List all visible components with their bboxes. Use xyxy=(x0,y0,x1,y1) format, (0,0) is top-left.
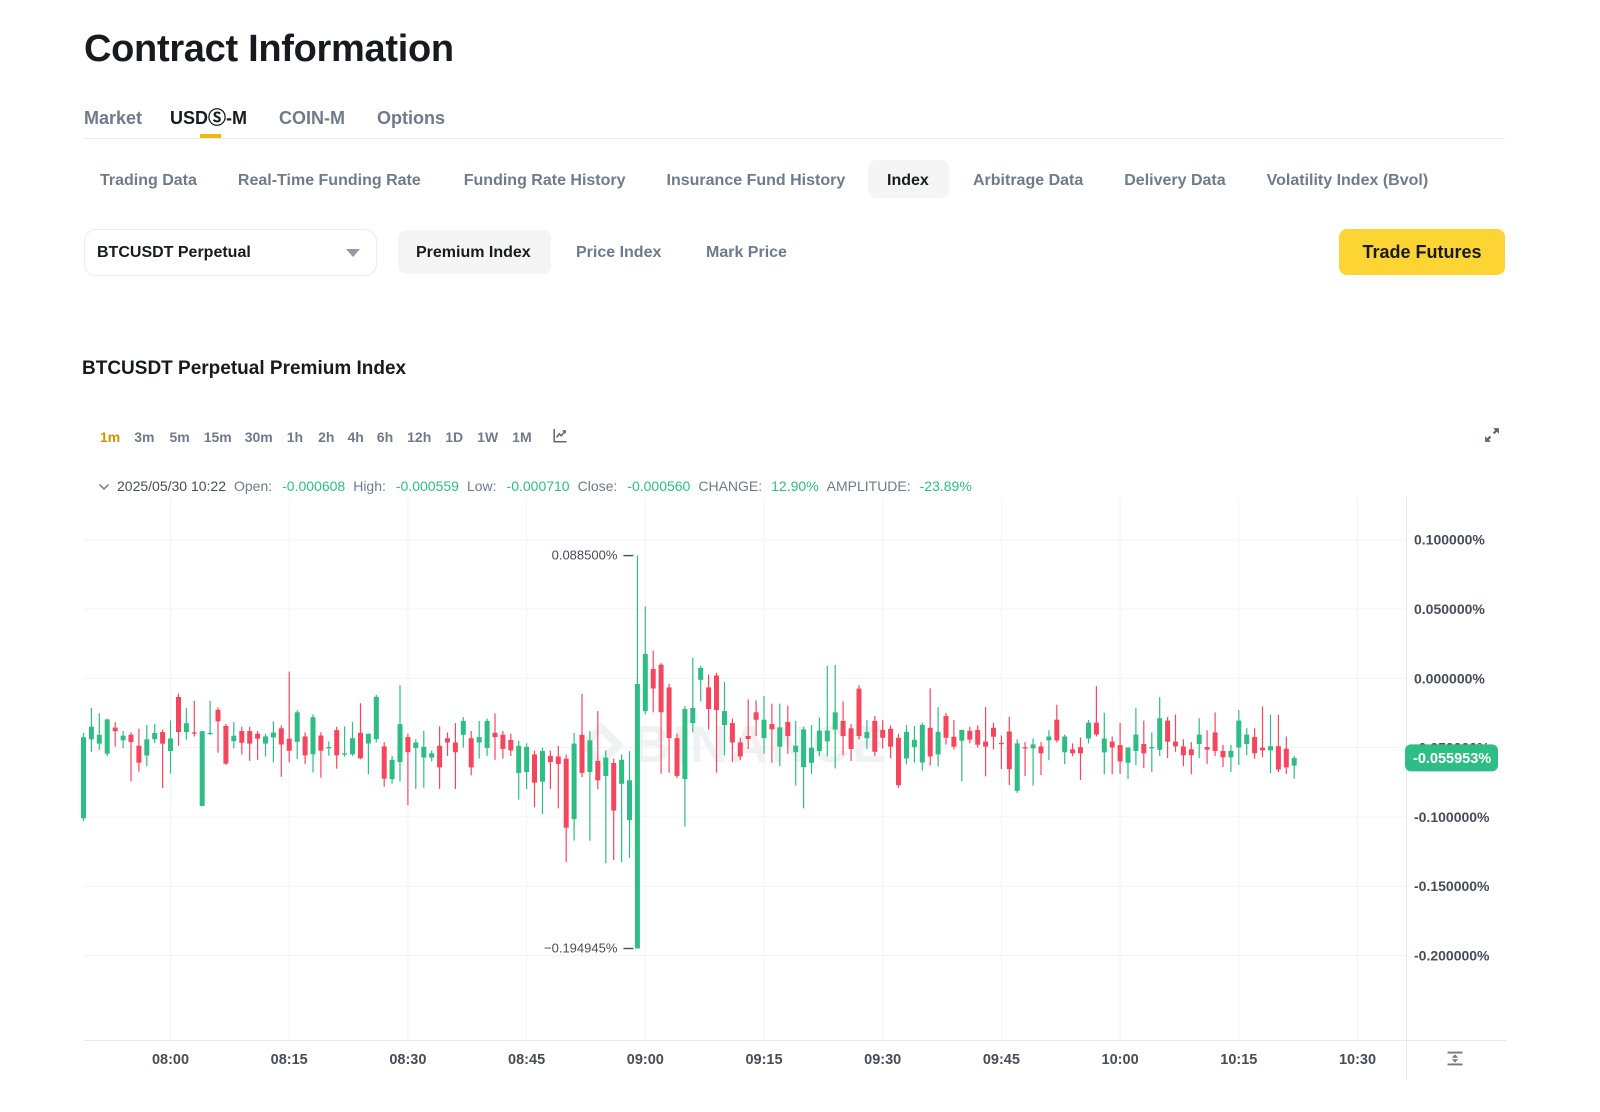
svg-text:09:15: 09:15 xyxy=(745,1052,782,1068)
svg-text:-0.150000%: -0.150000% xyxy=(1414,878,1490,894)
svg-text:0.100000%: 0.100000% xyxy=(1414,532,1485,548)
svg-text:-0.200000%: -0.200000% xyxy=(1414,948,1490,964)
svg-text:10:30: 10:30 xyxy=(1339,1052,1376,1068)
svg-text:10:00: 10:00 xyxy=(1102,1052,1139,1068)
svg-text:09:45: 09:45 xyxy=(983,1052,1020,1068)
svg-text:09:00: 09:00 xyxy=(627,1052,664,1068)
svg-text:-0.100000%: -0.100000% xyxy=(1414,809,1490,825)
svg-text:08:15: 08:15 xyxy=(271,1052,308,1068)
svg-text:−0.194945%: −0.194945% xyxy=(544,941,618,956)
svg-text:10:15: 10:15 xyxy=(1220,1052,1257,1068)
svg-text:0.050000%: 0.050000% xyxy=(1414,601,1485,617)
svg-text:09:30: 09:30 xyxy=(864,1052,901,1068)
svg-text:0.088500%: 0.088500% xyxy=(552,548,618,563)
svg-text:0.000000%: 0.000000% xyxy=(1414,670,1485,686)
svg-text:08:30: 08:30 xyxy=(389,1052,426,1068)
svg-text:-0.055953%: -0.055953% xyxy=(1413,751,1491,767)
svg-text:08:00: 08:00 xyxy=(152,1052,189,1068)
svg-text:08:45: 08:45 xyxy=(508,1052,545,1068)
